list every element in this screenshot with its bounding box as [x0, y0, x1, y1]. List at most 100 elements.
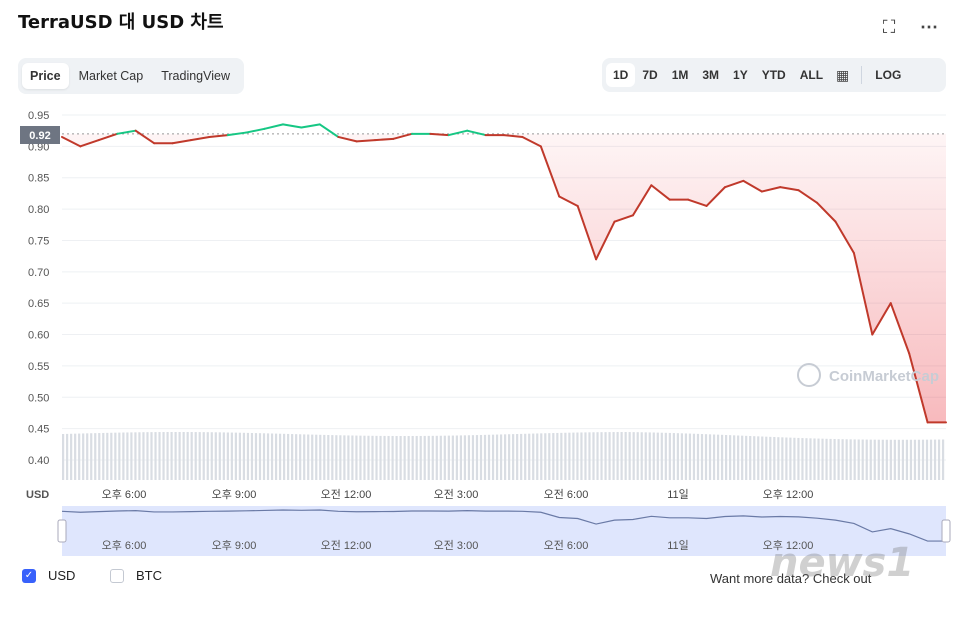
price-line-segment [705, 186, 726, 207]
range-navigator[interactable] [62, 506, 946, 556]
volume-bar [226, 432, 229, 480]
volume-bar [608, 432, 611, 480]
price-line-segment [374, 137, 395, 142]
volume-bar [656, 432, 659, 480]
y-tick-label: 0.90 [28, 141, 49, 153]
volume-bar [729, 435, 732, 480]
volume-bar [270, 433, 274, 480]
price-line-segment [466, 129, 487, 137]
volume-bar [158, 432, 161, 480]
volume-bar [150, 432, 153, 480]
range-3m[interactable]: 3M [702, 68, 720, 82]
volume-bar [475, 435, 479, 480]
calendar-icon[interactable]: ▦ [836, 66, 850, 83]
range-7d[interactable]: 7D [642, 68, 658, 82]
tab-price[interactable]: Price [22, 63, 69, 89]
volume-bar [688, 433, 692, 480]
volume-bar [459, 435, 462, 480]
volume-bar [773, 437, 776, 480]
volume-bar [323, 434, 326, 480]
log-toggle[interactable]: LOG [875, 68, 902, 82]
navigator-left-handle[interactable] [57, 519, 67, 543]
legend-btc[interactable]: BTC [110, 568, 162, 583]
price-line-segment [834, 220, 855, 254]
btc-checkbox[interactable] [110, 568, 124, 583]
volume-bar [568, 432, 571, 480]
volume-bar [166, 432, 169, 480]
volume-bar [455, 435, 458, 480]
price-line-segment [97, 132, 119, 142]
range-1m[interactable]: 1M [671, 68, 689, 82]
volume-bar [347, 435, 350, 480]
tab-market-cap[interactable]: Market Cap [78, 69, 144, 83]
volume-bar [745, 435, 748, 480]
volume-bar [512, 434, 515, 480]
more-data-link[interactable]: Want more data? Check out [710, 571, 872, 586]
volume-bar [801, 438, 804, 480]
price-line-segment [650, 184, 671, 201]
volume-bar [327, 435, 330, 480]
volume-bar [315, 434, 318, 480]
volume-bar [604, 432, 607, 480]
volume-bar [126, 432, 129, 480]
volume-bar [805, 438, 808, 480]
price-line-segment [300, 123, 321, 129]
volume-bar [837, 439, 840, 480]
navigator-tick-label: 오후 6:00 [102, 539, 147, 552]
volume-bar [443, 435, 446, 480]
navigator-line [61, 509, 946, 542]
volume-bar [90, 433, 93, 480]
volume-bar [620, 432, 623, 480]
fullscreen-icon[interactable]: ⛶ [882, 16, 896, 37]
range-1d[interactable]: 1D [606, 63, 636, 87]
current-price-label: 0.92 [29, 130, 50, 142]
volume-bar [600, 432, 603, 480]
price-line-segment [263, 123, 284, 130]
volume-bar [439, 435, 442, 480]
volume-bar [552, 433, 555, 480]
volume-bar [98, 433, 101, 480]
volume-bar [716, 434, 720, 480]
volume-bar [355, 435, 358, 480]
navigator-right-handle[interactable] [941, 519, 951, 543]
tab-tradingview[interactable]: TradingView [161, 69, 230, 83]
volume-bar [250, 432, 254, 480]
range-1y[interactable]: 1Y [733, 68, 748, 82]
volume-bar [299, 434, 302, 480]
volume-bar [491, 434, 495, 480]
price-line-segment [797, 189, 819, 204]
volume-bar [668, 432, 671, 480]
usd-checkbox[interactable]: ✓ [22, 568, 36, 583]
volume-bar [881, 439, 884, 480]
volume-bar [769, 436, 772, 480]
volume-bar [596, 432, 599, 480]
volume-bar [548, 433, 551, 480]
volume-bar [395, 435, 398, 480]
volume-bar [504, 434, 507, 480]
legend-usd[interactable]: ✓ USD [22, 568, 75, 583]
more-icon[interactable]: ⋯ [920, 16, 938, 37]
current-price-tag [20, 126, 60, 144]
volume-bar [415, 435, 418, 480]
volume-bar [234, 432, 237, 480]
volume-bar [262, 433, 266, 480]
volume-bar [720, 434, 724, 480]
price-line-segment [852, 252, 874, 336]
volume-bar [913, 439, 917, 480]
x-tick-label: 오전 6:00 [544, 488, 589, 501]
range-ytd[interactable]: YTD [761, 68, 786, 82]
volume-bar [576, 432, 579, 480]
volume-bar [873, 439, 876, 480]
volume-bar [680, 433, 683, 480]
volume-bar [560, 432, 563, 480]
volume-bar [644, 432, 647, 480]
volume-bar [174, 432, 177, 480]
volume-bar [833, 439, 836, 480]
volume-bar [487, 434, 491, 480]
usd-label: USD [48, 568, 76, 583]
volume-bar [757, 436, 760, 480]
range-all[interactable]: ALL [799, 68, 824, 82]
y-tick-label: 0.65 [28, 298, 49, 310]
volume-bar [536, 433, 539, 480]
x-tick-label: 11일 [667, 487, 689, 501]
